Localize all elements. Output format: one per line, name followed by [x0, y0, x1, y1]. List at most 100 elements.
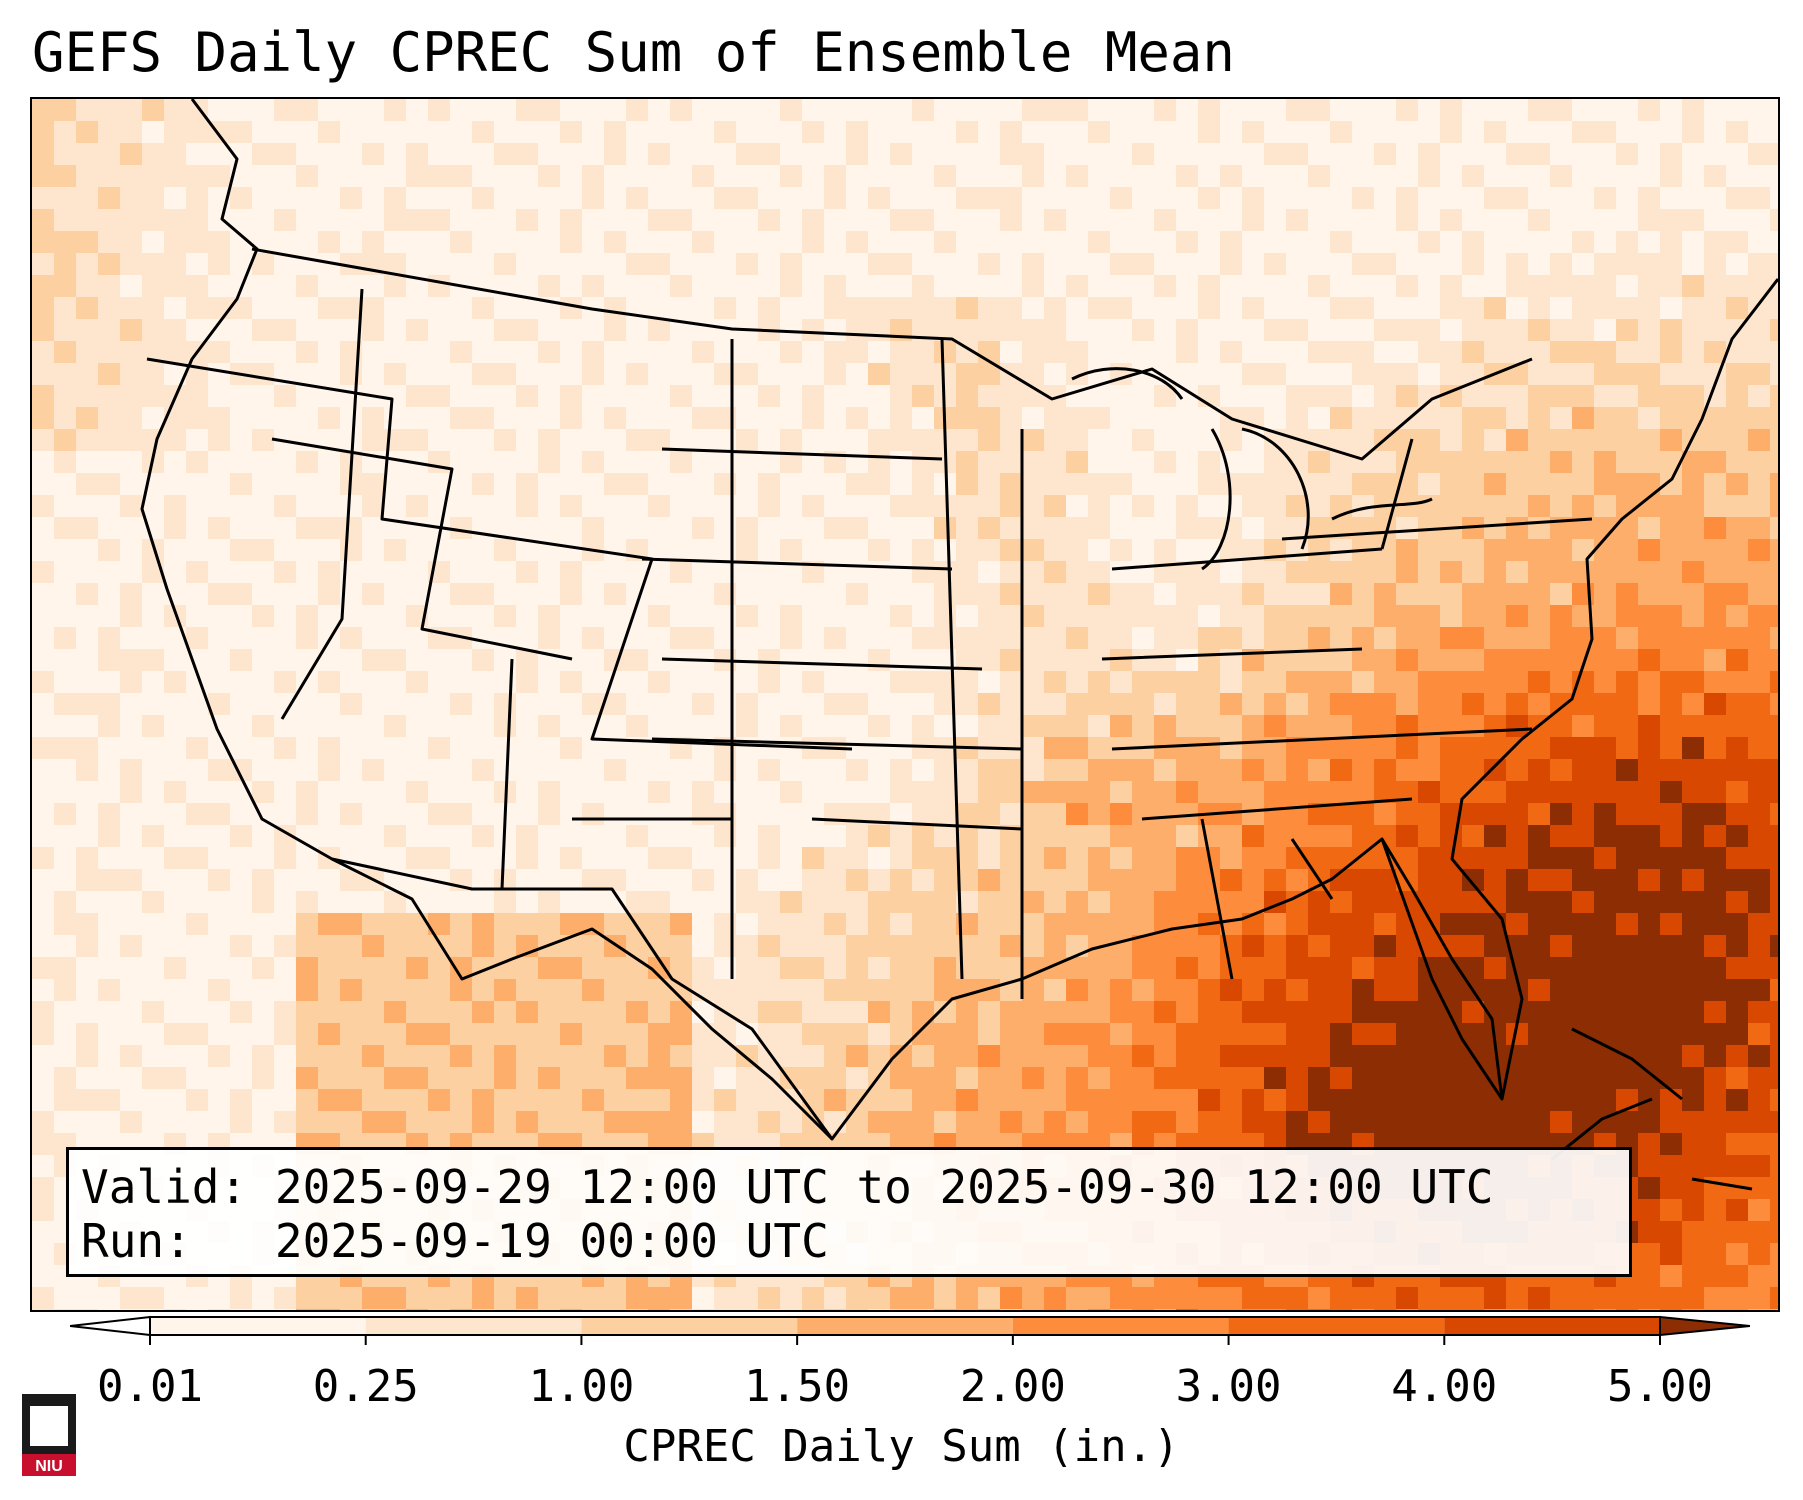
precip-cell	[340, 979, 363, 1002]
precip-cell	[1264, 121, 1287, 144]
precip-cell	[934, 1287, 957, 1310]
precip-cell	[846, 781, 869, 804]
precip-cell	[516, 869, 539, 892]
precip-cell	[230, 693, 253, 716]
precip-cell	[32, 1309, 55, 1310]
precip-cell	[1550, 143, 1573, 166]
precip-cell	[1660, 1309, 1683, 1310]
precip-cell	[648, 165, 671, 188]
precip-cell	[516, 693, 539, 716]
precip-cell	[1704, 473, 1727, 496]
precip-cell	[1726, 627, 1749, 650]
precip-cell	[1176, 825, 1199, 848]
precip-cell	[1000, 341, 1023, 364]
precip-cell	[1176, 1001, 1199, 1024]
precip-cell	[450, 693, 473, 716]
precip-cell	[1022, 737, 1045, 760]
precip-cell	[318, 1045, 341, 1068]
precip-cell	[1088, 121, 1111, 144]
precip-cell	[142, 1023, 165, 1046]
precip-cell	[1308, 253, 1331, 276]
precip-cell	[538, 737, 561, 760]
precip-cell	[956, 1287, 979, 1310]
precip-cell	[1616, 649, 1639, 672]
precip-cell	[868, 165, 891, 188]
precip-cell	[1352, 473, 1375, 496]
precip-cell	[1066, 319, 1089, 342]
precip-cell	[626, 1089, 649, 1112]
precip-cell	[1462, 1067, 1485, 1090]
precip-cell	[1286, 869, 1309, 892]
precip-cell	[1374, 803, 1397, 826]
precip-cell	[1748, 913, 1771, 936]
precip-cell	[318, 605, 341, 628]
precip-cell	[1132, 275, 1155, 298]
precip-cell	[1330, 143, 1353, 166]
precip-cell	[1462, 781, 1485, 804]
precip-cell	[340, 693, 363, 716]
precip-cell	[76, 297, 99, 320]
precip-cell	[1726, 869, 1749, 892]
precip-cell	[1550, 1089, 1573, 1112]
precip-cell	[714, 495, 737, 518]
precip-cell	[340, 825, 363, 848]
precip-cell	[54, 319, 77, 342]
precip-cell	[1308, 517, 1331, 540]
precip-cell	[670, 1023, 693, 1046]
precip-cell	[1748, 319, 1771, 342]
precip-cell	[978, 869, 1001, 892]
precip-cell	[1242, 583, 1265, 606]
precip-cell	[516, 319, 539, 342]
precip-cell	[120, 737, 143, 760]
precip-cell	[32, 803, 55, 826]
precip-cell	[494, 891, 517, 914]
precip-cell	[1154, 1001, 1177, 1024]
precip-cell	[604, 957, 627, 980]
precip-cell	[868, 715, 891, 738]
precip-cell	[32, 275, 55, 298]
precip-cell	[670, 869, 693, 892]
precip-cell	[1594, 1067, 1617, 1090]
precip-cell	[164, 1111, 187, 1134]
colorbar-segment	[797, 1317, 1013, 1335]
precip-cell	[604, 1067, 627, 1090]
precip-cell	[1484, 671, 1507, 694]
precip-cell	[1748, 935, 1771, 958]
precip-cell	[1638, 715, 1661, 738]
precip-cell	[340, 605, 363, 628]
precip-cell	[318, 1089, 341, 1112]
precip-cell	[32, 913, 55, 936]
precip-cell	[494, 935, 517, 958]
precip-cell	[450, 231, 473, 254]
precip-cell	[1132, 847, 1155, 870]
precip-cell	[1000, 275, 1023, 298]
precip-cell	[1176, 913, 1199, 936]
precip-cell	[252, 583, 275, 606]
precip-cell	[1198, 99, 1221, 122]
precip-cell	[1044, 583, 1067, 606]
precip-cell	[296, 979, 319, 1002]
precip-cell	[428, 165, 451, 188]
precip-cell	[494, 319, 517, 342]
precip-cell	[384, 297, 407, 320]
precip-cell	[846, 253, 869, 276]
precip-cell	[142, 957, 165, 980]
precip-cell	[318, 1001, 341, 1024]
precip-cell	[1066, 869, 1089, 892]
precip-cell	[1396, 737, 1419, 760]
precip-cell	[846, 1023, 869, 1046]
precip-cell	[1506, 143, 1529, 166]
precip-cell	[692, 495, 715, 518]
precip-cell	[934, 957, 957, 980]
precip-cell	[208, 1111, 231, 1134]
precip-cell	[406, 473, 429, 496]
precip-cell	[318, 803, 341, 826]
precip-cell	[208, 869, 231, 892]
precip-cell	[846, 1287, 869, 1310]
run-value: 2025-09-19 00:00 UTC	[274, 1214, 829, 1268]
precip-cell	[1308, 1287, 1331, 1310]
precip-cell	[1198, 583, 1221, 606]
precip-cell	[1330, 759, 1353, 782]
precip-cell	[1528, 561, 1551, 584]
precip-cell	[1066, 979, 1089, 1002]
